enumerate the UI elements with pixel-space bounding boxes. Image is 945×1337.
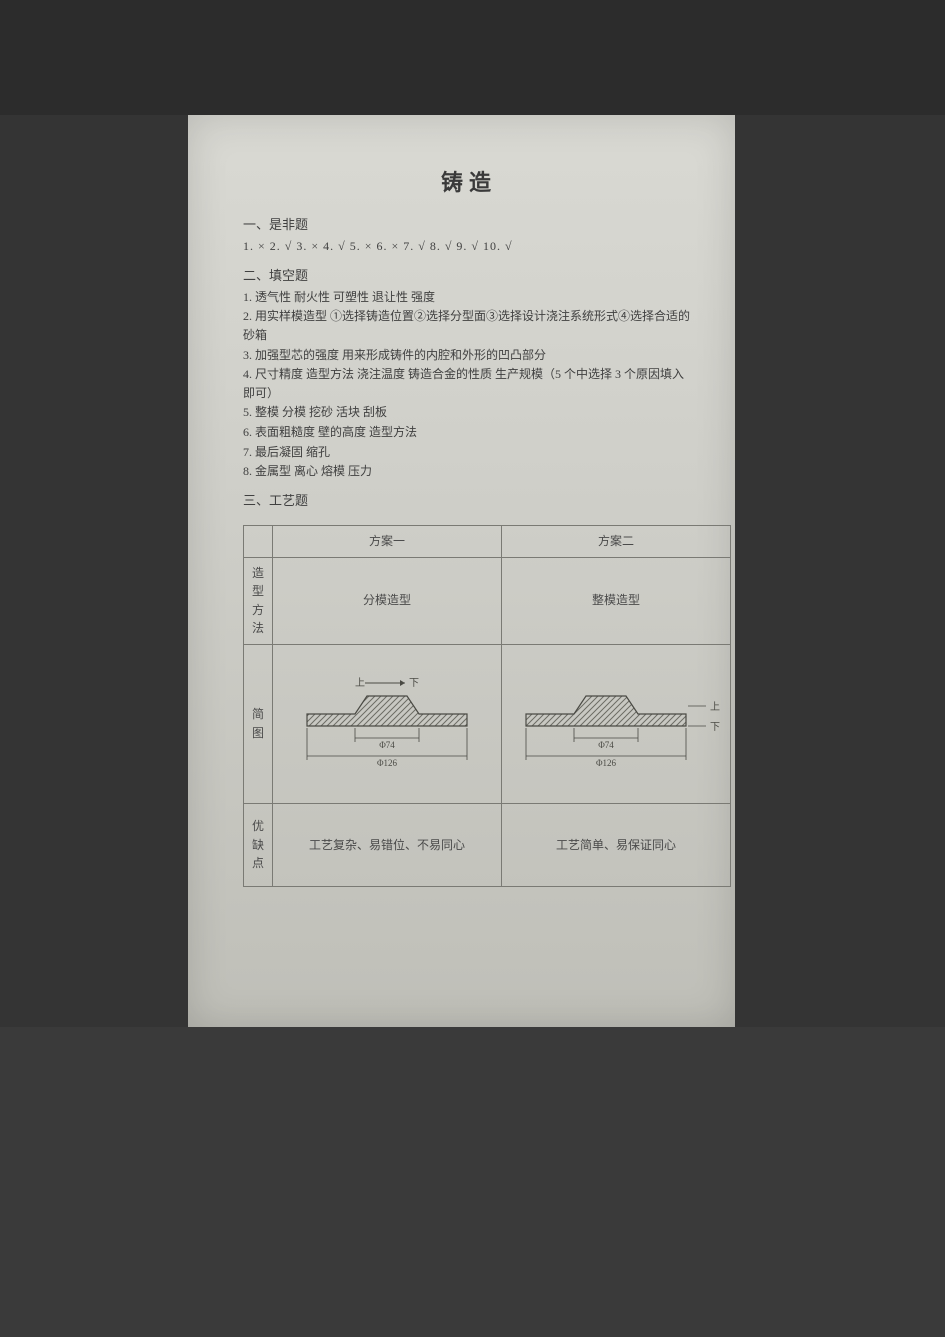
process-table: 方案一 方案二 造型方法 分模造型 整模造型 简图	[243, 525, 731, 887]
row-pros-label: 优缺点	[244, 803, 273, 886]
fill-item: 3. 加强型芯的强度 用来形成铸件的内腔和外形的凹凸部分	[243, 346, 695, 365]
diagram-plan2-cell: 上 下 Φ74 Φ126	[502, 644, 731, 803]
photo-edge-bottom	[0, 1027, 945, 1337]
dim-inner: Φ74	[379, 740, 395, 750]
row-pros-plan2: 工艺简单、易保证同心	[502, 803, 731, 886]
section-fill-blank: 二、填空题 1. 透气性 耐火性 可塑性 退让性 强度 2. 用实样模造型 ①选…	[243, 266, 695, 481]
row-method-plan2: 整模造型	[502, 557, 731, 644]
table-row: 方案一 方案二	[244, 525, 731, 557]
diagram-plan1: 上 下 Φ74 Φ126	[277, 656, 497, 786]
row-diagram-label: 简图	[244, 644, 273, 803]
row-method-plan1: 分模造型	[273, 557, 502, 644]
section3-heading: 三、工艺题	[243, 491, 695, 511]
photo-edge-right	[735, 115, 945, 1027]
photo-edge-left	[0, 115, 188, 1027]
down-label: 下	[409, 678, 419, 689]
header-plan1: 方案一	[273, 525, 502, 557]
table-row: 简图 上	[244, 644, 731, 803]
fill-item: 6. 表面粗糙度 壁的高度 造型方法	[243, 423, 695, 442]
section-process: 三、工艺题 方案一 方案二 造型方法 分模造型 整模造型 简图	[243, 491, 695, 887]
row-pros-plan1: 工艺复杂、易错位、不易同心	[273, 803, 502, 886]
fill-item: 1. 透气性 耐火性 可塑性 退让性 强度	[243, 288, 695, 307]
table-row: 优缺点 工艺复杂、易错位、不易同心 工艺简单、易保证同心	[244, 803, 731, 886]
document-title: 铸造	[243, 165, 695, 197]
fill-blank-list: 1. 透气性 耐火性 可塑性 退让性 强度 2. 用实样模造型 ①选择铸造位置②…	[243, 288, 695, 481]
up-label-2: 上	[710, 701, 720, 713]
fill-item: 7. 最后凝固 缩孔	[243, 443, 695, 462]
up-label: 上	[355, 677, 365, 689]
true-false-answers: 1. × 2. √ 3. × 4. √ 5. × 6. × 7. √ 8. √ …	[243, 237, 695, 256]
table-row: 造型方法 分模造型 整模造型	[244, 557, 731, 644]
section-true-false: 一、是非题 1. × 2. √ 3. × 4. √ 5. × 6. × 7. √…	[243, 215, 695, 256]
section1-heading: 一、是非题	[243, 215, 695, 235]
section2-heading: 二、填空题	[243, 266, 695, 286]
down-label-2: 下	[710, 722, 720, 733]
diagram-plan1-cell: 上 下 Φ74 Φ126	[273, 644, 502, 803]
paper-sheet: 铸造 一、是非题 1. × 2. √ 3. × 4. √ 5. × 6. × 7…	[188, 115, 735, 1027]
fill-item: 4. 尺寸精度 造型方法 浇注温度 铸造合金的性质 生产规模（5 个中选择 3 …	[243, 365, 695, 402]
fill-item: 5. 整模 分模 挖砂 活块 刮板	[243, 403, 695, 422]
dim-inner-2: Φ74	[598, 740, 614, 750]
fill-item: 8. 金属型 离心 熔模 压力	[243, 462, 695, 481]
header-blank	[244, 525, 273, 557]
dim-outer-2: Φ126	[596, 758, 617, 768]
page-root: 铸造 一、是非题 1. × 2. √ 3. × 4. √ 5. × 6. × 7…	[0, 0, 945, 1337]
dim-outer: Φ126	[377, 758, 398, 768]
diagram-plan2: 上 下 Φ74 Φ126	[506, 656, 726, 786]
header-plan2: 方案二	[502, 525, 731, 557]
row-method-label: 造型方法	[244, 557, 273, 644]
fill-item: 2. 用实样模造型 ①选择铸造位置②选择分型面③选择设计浇注系统形式④选择合适的…	[243, 307, 695, 344]
photo-edge-top	[0, 0, 945, 115]
